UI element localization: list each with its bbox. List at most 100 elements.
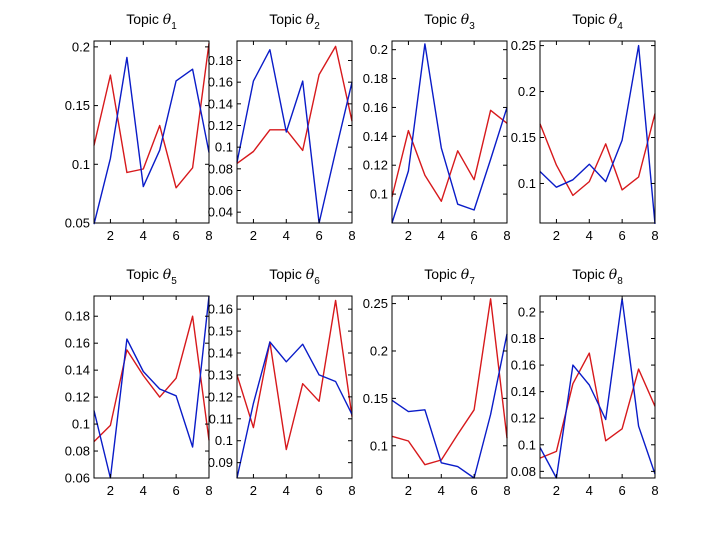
axes-frame — [93, 40, 210, 224]
series-line-red — [93, 315, 210, 443]
axes-frame — [93, 295, 210, 479]
x-tick-label: 2 — [250, 483, 257, 498]
series-line-red — [236, 45, 353, 164]
y-tick-label: 0.12 — [65, 390, 90, 405]
y-tick-label: 0.1 — [518, 437, 536, 452]
chart-title: Topic θ3 — [424, 11, 475, 32]
x-tick-label: 4 — [140, 483, 147, 498]
y-tick-label: 0.1 — [370, 187, 388, 202]
chart-panel-8: 2 4 6 8 0.08 0.1 0.12 0.14 0.16 0.18 0.2 Topic θ8 — [511, 266, 659, 498]
y-tick-label: 0.2 — [518, 84, 536, 99]
y-tick-label: 0.1 — [370, 438, 388, 453]
y-tick-label: 0.25 — [363, 296, 388, 311]
y-tick-label: 0.08 — [511, 464, 536, 479]
y-tick-label: 0.2 — [72, 39, 90, 54]
y-tick-label: 0.15 — [208, 324, 233, 339]
x-tick-label: 6 — [316, 483, 323, 498]
chart-panel-7: 2 4 6 8 0.1 0.15 0.2 0.25 Topic θ7 — [363, 266, 511, 498]
y-tick-label: 0.1 — [215, 433, 233, 448]
x-tick-label: 4 — [283, 483, 290, 498]
x-tick-label: 2 — [405, 228, 412, 243]
axes-frame — [391, 295, 508, 479]
series-line-blue — [93, 295, 210, 479]
x-tick-label: 8 — [348, 483, 355, 498]
series-line-blue — [391, 333, 508, 479]
x-tick-label: 6 — [173, 228, 180, 243]
y-tick-label: 0.14 — [208, 96, 233, 111]
y-tick-label: 0.14 — [208, 346, 233, 361]
y-tick-label: 0.2 — [370, 343, 388, 358]
y-tick-label: 0.06 — [65, 471, 90, 486]
y-tick-label: 0.16 — [511, 358, 536, 373]
x-tick-label: 2 — [553, 483, 560, 498]
y-tick-label: 0.18 — [208, 53, 233, 68]
x-tick-label: 4 — [438, 228, 445, 243]
y-tick-label: 0.12 — [208, 118, 233, 133]
chart-panel-5: 2 4 6 8 0.06 0.08 0.1 0.12 0.14 0.16 0.18 Topic θ5 — [65, 266, 213, 498]
y-tick-label: 0.1 — [518, 176, 536, 191]
series-line-blue — [539, 44, 656, 224]
series-line-blue — [93, 56, 210, 225]
y-tick-label: 0.2 — [518, 304, 536, 319]
chart-title: Topic θ1 — [126, 11, 177, 32]
y-tick-label: 0.1 — [215, 140, 233, 155]
x-tick-label: 4 — [140, 228, 147, 243]
y-tick-label: 0.08 — [208, 161, 233, 176]
chart-title: Topic θ5 — [126, 266, 177, 287]
x-tick-label: 2 — [107, 483, 114, 498]
x-tick-label: 2 — [107, 228, 114, 243]
x-tick-label: 6 — [619, 483, 626, 498]
y-tick-label: 0.12 — [511, 411, 536, 426]
x-tick-label: 6 — [471, 228, 478, 243]
series-line-red — [539, 113, 656, 197]
chart-panel-6: 2 4 6 8 0.09 0.1 0.11 0.12 0.13 0.14 0.15 0.16 Topic… — [208, 266, 356, 498]
y-tick-label: 0.05 — [65, 216, 90, 231]
axes-frame — [236, 40, 353, 224]
x-tick-label: 4 — [586, 483, 593, 498]
y-tick-label: 0.08 — [65, 444, 90, 459]
chart-title: Topic θ4 — [572, 11, 623, 32]
y-tick-label: 0.12 — [363, 158, 388, 173]
x-tick-label: 4 — [438, 483, 445, 498]
series-line-blue — [236, 49, 353, 224]
chart-panel-4: 2 4 6 8 0.1 0.15 0.2 0.25 Topic θ4 — [511, 11, 659, 243]
x-tick-label: 8 — [651, 228, 658, 243]
x-tick-label: 8 — [205, 228, 212, 243]
x-tick-label: 8 — [503, 483, 510, 498]
x-tick-label: 4 — [586, 228, 593, 243]
x-tick-label: 8 — [503, 228, 510, 243]
y-tick-label: 0.14 — [65, 363, 90, 378]
chart-title: Topic θ2 — [269, 11, 320, 32]
y-tick-label: 0.16 — [208, 302, 233, 317]
y-tick-label: 0.18 — [65, 309, 90, 324]
x-tick-label: 2 — [405, 483, 412, 498]
series-line-blue — [236, 341, 353, 479]
x-tick-label: 4 — [283, 228, 290, 243]
y-tick-label: 0.18 — [363, 71, 388, 86]
y-tick-label: 0.16 — [208, 75, 233, 90]
y-tick-label: 0.09 — [208, 455, 233, 470]
x-tick-label: 8 — [205, 483, 212, 498]
chart-panel-2: 2 4 6 8 0.04 0.06 0.08 0.1 0.12 0.14 0.16 0.18 Topic… — [208, 11, 356, 243]
y-tick-label: 0.15 — [65, 98, 90, 113]
series-line-red — [539, 352, 656, 459]
axes-frame — [539, 40, 656, 224]
series-line-red — [236, 299, 353, 451]
series-line-red — [391, 109, 508, 203]
y-tick-label: 0.1 — [72, 157, 90, 172]
series-line-blue — [391, 43, 508, 224]
x-tick-label: 2 — [250, 228, 257, 243]
chart-title: Topic θ8 — [572, 266, 623, 287]
y-tick-label: 0.12 — [208, 389, 233, 404]
series-line-blue — [539, 298, 656, 479]
x-tick-label: 8 — [348, 228, 355, 243]
chart-title: Topic θ7 — [424, 266, 475, 287]
axes-frame — [236, 295, 353, 479]
y-tick-label: 0.15 — [511, 130, 536, 145]
y-tick-label: 0.18 — [511, 331, 536, 346]
y-tick-label: 0.1 — [72, 417, 90, 432]
y-tick-label: 0.11 — [209, 411, 233, 426]
y-tick-label: 0.04 — [208, 205, 233, 220]
y-tick-label: 0.15 — [363, 391, 388, 406]
